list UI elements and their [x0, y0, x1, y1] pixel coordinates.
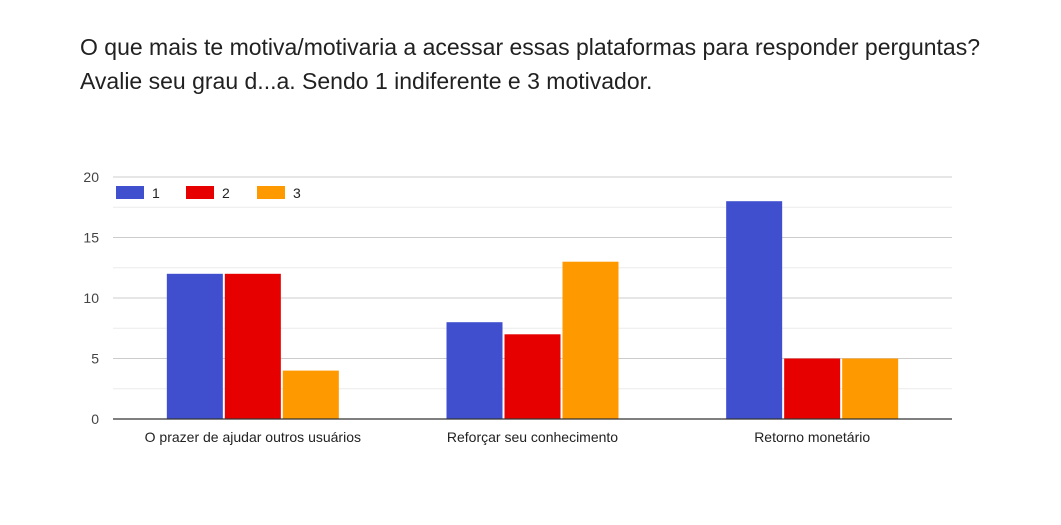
- y-tick-label: 20: [83, 169, 99, 185]
- bar-series-1-cat-1: [166, 273, 223, 419]
- legend-label-3: 3: [293, 185, 301, 201]
- y-tick-label: 10: [83, 290, 99, 306]
- category-labels: O prazer de ajudar outros usuários Reforç…: [145, 429, 871, 445]
- legend-swatch-2: [186, 186, 214, 199]
- bar-series-1-cat-3: [726, 201, 783, 419]
- bar-series-2-cat-3: [784, 358, 841, 419]
- bars: [166, 201, 899, 419]
- bar-series-2-cat-1: [224, 273, 281, 419]
- bar-series-3-cat-3: [842, 358, 899, 419]
- legend: 1 2 3: [116, 185, 301, 201]
- category-label: Retorno monetário: [754, 429, 870, 445]
- y-tick-label: 5: [91, 351, 99, 367]
- y-tick-label: 0: [91, 411, 99, 427]
- legend-label-1: 1: [152, 185, 160, 201]
- legend-swatch-1: [116, 186, 144, 199]
- legend-label-2: 2: [222, 185, 230, 201]
- chart-title: O que mais te motiva/motivaria a acessar…: [80, 34, 980, 94]
- bar-series-3-cat-2: [562, 261, 619, 419]
- y-tick-label: 15: [83, 230, 99, 246]
- bar-series-1-cat-2: [446, 322, 503, 419]
- y-axis-ticks: 0 5 10 15 20: [83, 169, 99, 427]
- category-label: O prazer de ajudar outros usuários: [145, 429, 361, 445]
- gridlines: [113, 176, 952, 390]
- legend-swatch-3: [257, 186, 285, 199]
- bar-series-2-cat-2: [504, 334, 561, 419]
- bar-series-3-cat-1: [282, 370, 339, 419]
- category-label: Reforçar seu conhecimento: [447, 429, 618, 445]
